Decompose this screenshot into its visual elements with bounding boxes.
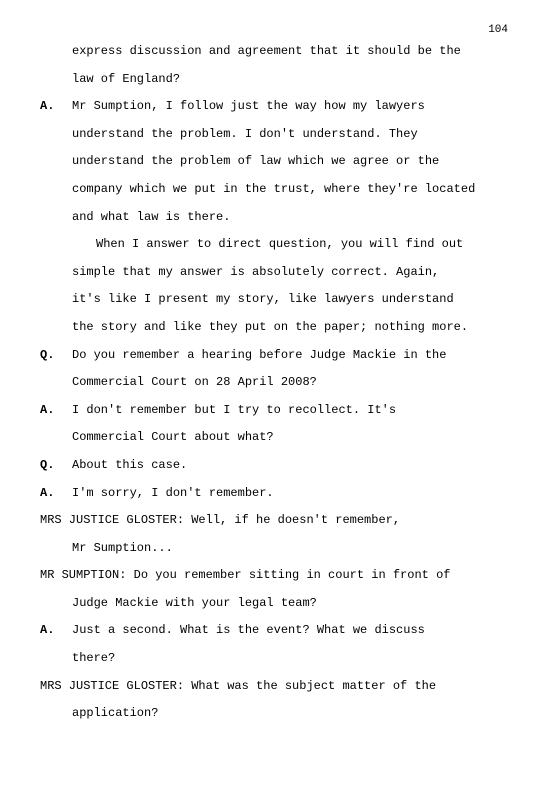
line-text: Commercial Court about what?	[40, 424, 518, 452]
line-text: MR SUMPTION: Do you remember sitting in …	[40, 562, 518, 590]
transcript-line: simple that my answer is absolutely corr…	[40, 259, 518, 287]
transcript-line: Commercial Court on 28 April 2008?	[40, 369, 518, 397]
line-text: understand the problem of law which we a…	[40, 148, 518, 176]
line-text: application?	[40, 700, 518, 728]
line-text: MRS JUSTICE GLOSTER: Well, if he doesn't…	[40, 507, 518, 535]
speaker-label: A.	[40, 617, 72, 645]
page-number: 104	[488, 18, 508, 43]
transcript-line: MRS JUSTICE GLOSTER: Well, if he doesn't…	[40, 507, 518, 535]
line-text: Judge Mackie with your legal team?	[40, 590, 518, 618]
speaker-label: Q.	[40, 342, 72, 370]
line-text: Just a second. What is the event? What w…	[72, 617, 518, 645]
transcript-line: Q.Do you remember a hearing before Judge…	[40, 342, 518, 370]
transcript-line: law of England?	[40, 66, 518, 94]
line-text: Commercial Court on 28 April 2008?	[40, 369, 518, 397]
transcript-line: it's like I present my story, like lawye…	[40, 286, 518, 314]
line-text: there?	[40, 645, 518, 673]
transcript-line: A.I don't remember but I try to recollec…	[40, 397, 518, 425]
line-text: understand the problem. I don't understa…	[40, 121, 518, 149]
transcript-line: When I answer to direct question, you wi…	[40, 231, 518, 259]
transcript-line: Commercial Court about what?	[40, 424, 518, 452]
line-text: company which we put in the trust, where…	[40, 176, 518, 204]
line-text: I'm sorry, I don't remember.	[72, 480, 518, 508]
line-text: Mr Sumption, I follow just the way how m…	[72, 93, 518, 121]
transcript-line: A.I'm sorry, I don't remember.	[40, 480, 518, 508]
transcript-body: express discussion and agreement that it…	[40, 38, 518, 728]
transcript-line: there?	[40, 645, 518, 673]
line-text: the story and like they put on the paper…	[40, 314, 518, 342]
line-text: MRS JUSTICE GLOSTER: What was the subjec…	[40, 673, 518, 701]
line-text: it's like I present my story, like lawye…	[40, 286, 518, 314]
transcript-line: Q.About this case.	[40, 452, 518, 480]
transcript-line: A.Mr Sumption, I follow just the way how…	[40, 93, 518, 121]
transcript-line: the story and like they put on the paper…	[40, 314, 518, 342]
transcript-line: Mr Sumption...	[40, 535, 518, 563]
speaker-label: A.	[40, 397, 72, 425]
line-text: law of England?	[40, 66, 518, 94]
line-text: When I answer to direct question, you wi…	[40, 231, 518, 259]
speaker-label: Q.	[40, 452, 72, 480]
line-text: About this case.	[72, 452, 518, 480]
transcript-line: A.Just a second. What is the event? What…	[40, 617, 518, 645]
line-text: Do you remember a hearing before Judge M…	[72, 342, 518, 370]
line-text: express discussion and agreement that it…	[40, 38, 518, 66]
transcript-line: MRS JUSTICE GLOSTER: What was the subjec…	[40, 673, 518, 701]
line-text: Mr Sumption...	[40, 535, 518, 563]
transcript-line: company which we put in the trust, where…	[40, 176, 518, 204]
line-text: and what law is there.	[40, 204, 518, 232]
transcript-line: application?	[40, 700, 518, 728]
transcript-line: express discussion and agreement that it…	[40, 38, 518, 66]
line-text: simple that my answer is absolutely corr…	[40, 259, 518, 287]
speaker-label: A.	[40, 480, 72, 508]
transcript-line: understand the problem of law which we a…	[40, 148, 518, 176]
line-text: I don't remember but I try to recollect.…	[72, 397, 518, 425]
speaker-label: A.	[40, 93, 72, 121]
transcript-line: MR SUMPTION: Do you remember sitting in …	[40, 562, 518, 590]
transcript-line: understand the problem. I don't understa…	[40, 121, 518, 149]
transcript-line: Judge Mackie with your legal team?	[40, 590, 518, 618]
transcript-line: and what law is there.	[40, 204, 518, 232]
